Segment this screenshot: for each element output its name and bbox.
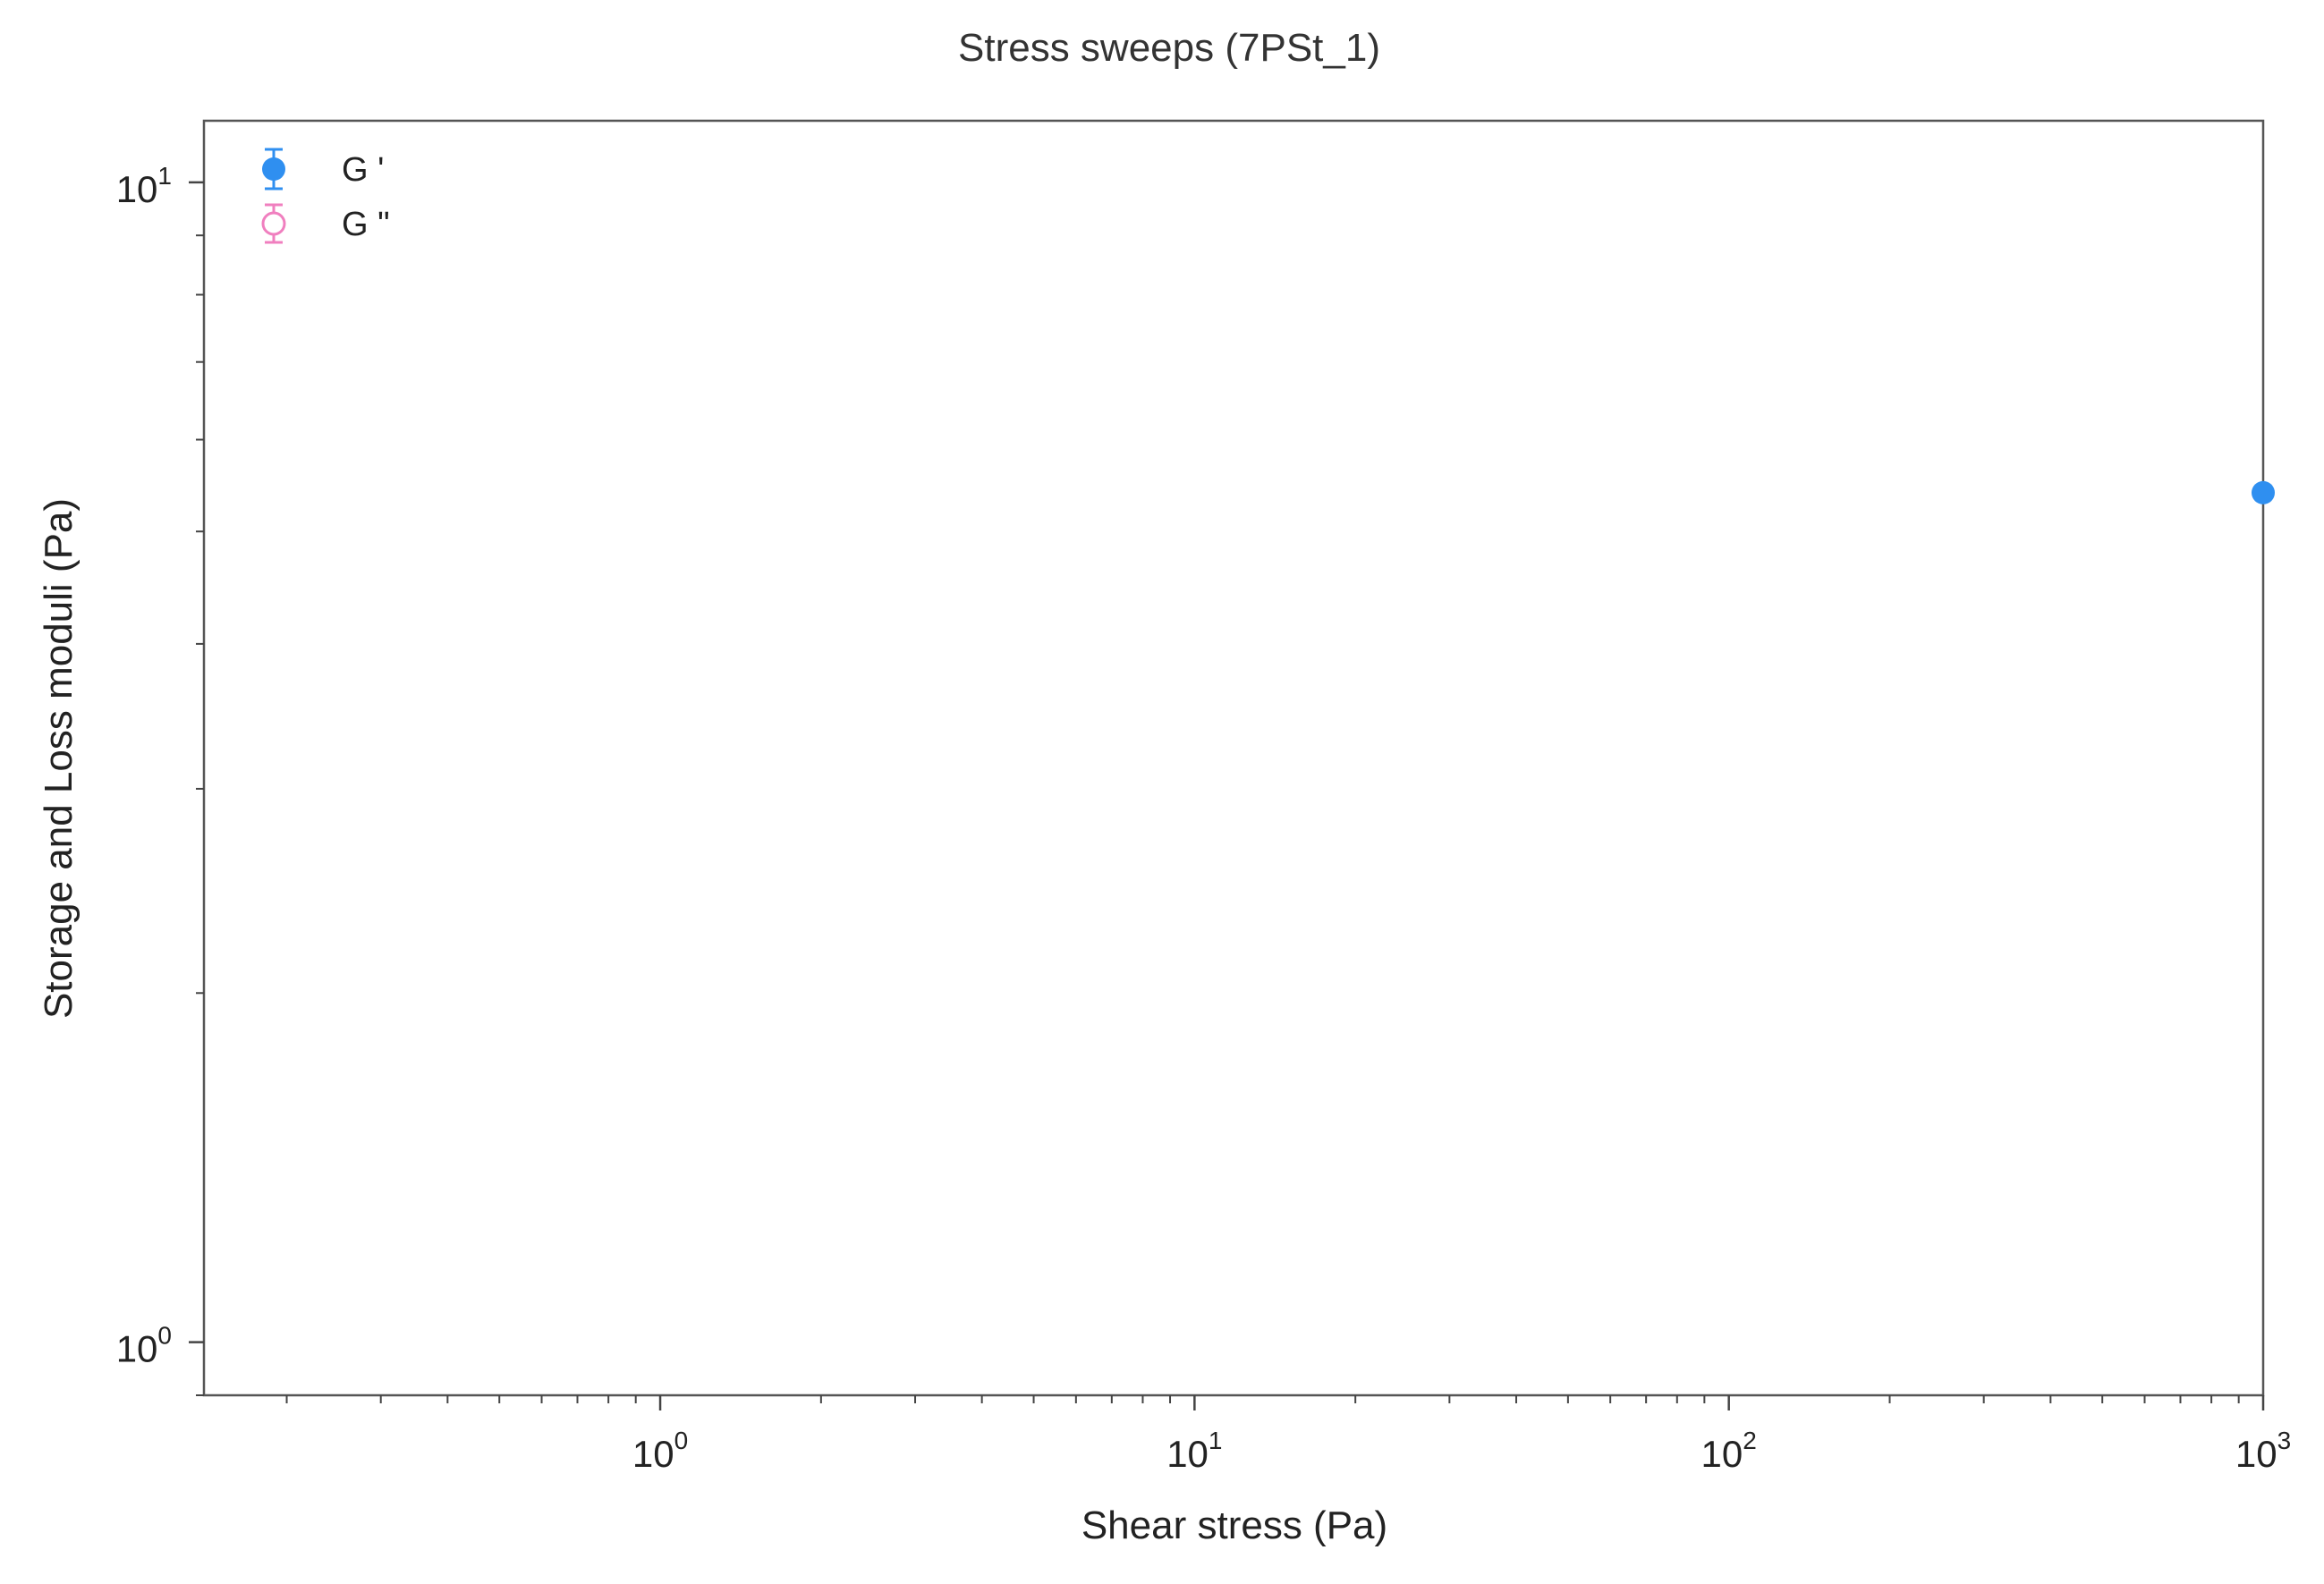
x-tick-label: 102 — [1701, 1427, 1757, 1475]
x-minor-ticks — [285, 1395, 2240, 1403]
data-point-series-0 — [2252, 480, 2275, 504]
x-tick-label: 100 — [632, 1427, 688, 1475]
x-axis-ticks: 100 101 102 103 — [632, 1395, 2291, 1475]
chart-title: Stress sweeps (7PSt_1) — [958, 26, 1380, 70]
y-axis-ticks: 100 101 — [116, 162, 204, 1370]
legend: G ' G " — [261, 148, 390, 244]
legend-label-g-prime: G ' — [342, 151, 384, 189]
x-tick-label: 103 — [2235, 1427, 2291, 1475]
x-tick-label: 101 — [1166, 1427, 1222, 1475]
x-axis-label: Shear stress (Pa) — [1081, 1504, 1387, 1547]
y-minor-ticks — [196, 234, 204, 1396]
y-tick-label: 101 — [116, 162, 172, 210]
legend-marker-g-double-prime — [261, 203, 286, 244]
legend-marker-g-prime — [262, 148, 285, 191]
plot-area — [202, 119, 2265, 1397]
data-points — [2252, 480, 2275, 504]
y-axis-label: Storage and Loss moduli (Pa) — [37, 498, 81, 1019]
legend-label-g-double-prime: G " — [342, 206, 390, 243]
y-tick-label: 100 — [116, 1322, 172, 1370]
